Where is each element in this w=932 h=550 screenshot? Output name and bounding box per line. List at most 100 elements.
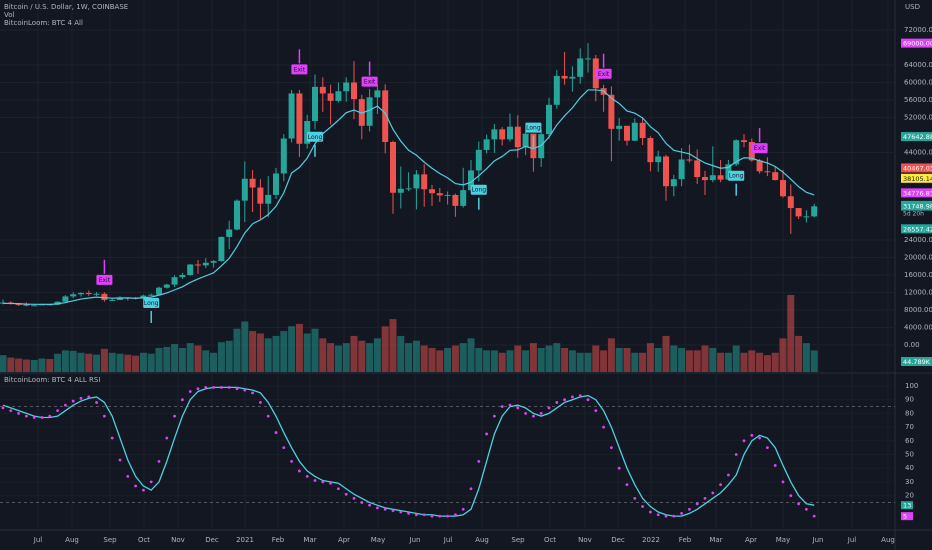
candle-body [468, 170, 474, 191]
chart-title: Bitcoin / U.S. Dollar, 1W, COINBASE [4, 3, 128, 11]
rsi-dot [508, 403, 512, 407]
rsi-dot [617, 466, 621, 470]
volume-bar [311, 328, 319, 372]
rsi-dot [142, 488, 145, 492]
rsi-dot [282, 446, 286, 450]
candle-body [218, 236, 225, 261]
candle-body [787, 196, 794, 209]
candle-body [405, 188, 412, 190]
rsi-last-box [901, 512, 913, 521]
volume-bar [30, 359, 38, 372]
candle-body [15, 304, 22, 306]
volume-bar [85, 353, 93, 372]
rsi-dot [383, 507, 387, 511]
x-tick-label: Nov [171, 536, 185, 544]
volume-bar [163, 346, 171, 372]
rsi-dot [196, 387, 200, 391]
volume-bar [678, 347, 686, 372]
price-label-box [901, 173, 932, 183]
rsi-dot [188, 390, 192, 393]
candle-body [202, 262, 209, 266]
candle-body [273, 173, 279, 195]
rsi-dot [48, 414, 52, 418]
rsi-dot [204, 385, 208, 389]
ema-line [3, 89, 815, 306]
candle-body [101, 293, 108, 300]
candle-body [351, 82, 357, 100]
volume-bar [498, 352, 506, 372]
rsi-dot [243, 388, 247, 392]
x-tick-label: Aug [65, 536, 79, 544]
candle-body [257, 187, 264, 204]
volume-bar [717, 352, 725, 372]
rsi-dot [438, 514, 442, 518]
candle-body [382, 90, 389, 142]
rsi-dot [695, 502, 699, 506]
rsi-dot [321, 480, 325, 484]
candle-body [546, 104, 552, 135]
volume-bar [670, 345, 678, 372]
rsi-dot [711, 491, 715, 495]
rsi-dot [664, 514, 668, 518]
x-tick-label: Oct [138, 536, 150, 544]
x-tick-label: Mar [303, 536, 316, 544]
rsi-dot [422, 513, 426, 517]
candle-body [327, 93, 334, 101]
volume-bar [358, 340, 366, 372]
price-label-box [901, 163, 932, 173]
candle-body [241, 178, 248, 201]
volume-bar [272, 335, 280, 372]
rsi-dot [805, 507, 808, 511]
candle-body [265, 194, 272, 204]
rsi-dot [516, 406, 520, 410]
rsi-dot [344, 492, 348, 496]
candle-body [226, 229, 233, 237]
x-tick-label: May [776, 536, 790, 544]
candle-body [335, 91, 342, 101]
volume-bar [436, 350, 444, 372]
rsi-dot [40, 416, 44, 419]
indicator-title: BitcoinLoom: BTC 4 All [4, 19, 83, 27]
candle-body [78, 292, 84, 295]
rsi-last-box [901, 501, 913, 510]
volume-bar [568, 350, 576, 372]
rsi-tick-label: 90 [905, 396, 914, 404]
rsi-dot [602, 425, 605, 429]
volume-bar [15, 358, 23, 372]
rsi-dot [220, 385, 223, 389]
rsi-dot [259, 401, 262, 404]
candle-body [631, 122, 638, 141]
rsi-dot [430, 514, 434, 518]
price-label: 38105.14 [903, 175, 932, 183]
signal-box [595, 68, 612, 79]
volume-bar [592, 345, 600, 372]
rsi-tick-label: 60 [905, 437, 914, 445]
volume-bar [428, 347, 436, 372]
volume-bar [22, 359, 30, 372]
rsi-dot [95, 401, 98, 404]
volume-bar [69, 350, 77, 372]
rsi-dot [789, 494, 793, 497]
rsi-dot [656, 513, 660, 517]
x-tick-label: Dec [205, 536, 219, 544]
rsi-dot [17, 412, 20, 415]
volume-bar [381, 326, 389, 372]
volume-bar [249, 331, 257, 372]
countdown: 5d 20h [903, 211, 924, 218]
volume-bar [366, 343, 374, 372]
signal-label: Exit [294, 66, 306, 73]
rsi-dot [329, 481, 332, 485]
candle-body [210, 261, 217, 263]
rsi-tick-label: 40 [905, 464, 914, 472]
y-tick-label: 72000.00 [904, 26, 932, 34]
signal-label: Exit [598, 71, 610, 78]
price-label-box [901, 38, 932, 48]
rsi-dot [64, 403, 67, 407]
x-tick-label: Nov [578, 536, 592, 544]
candle-body [514, 126, 521, 148]
candle-body [538, 134, 545, 159]
candle-body [117, 297, 123, 300]
volume-bar [412, 340, 420, 372]
signal: Long [143, 298, 160, 323]
x-tick-label: 2021 [236, 536, 254, 544]
